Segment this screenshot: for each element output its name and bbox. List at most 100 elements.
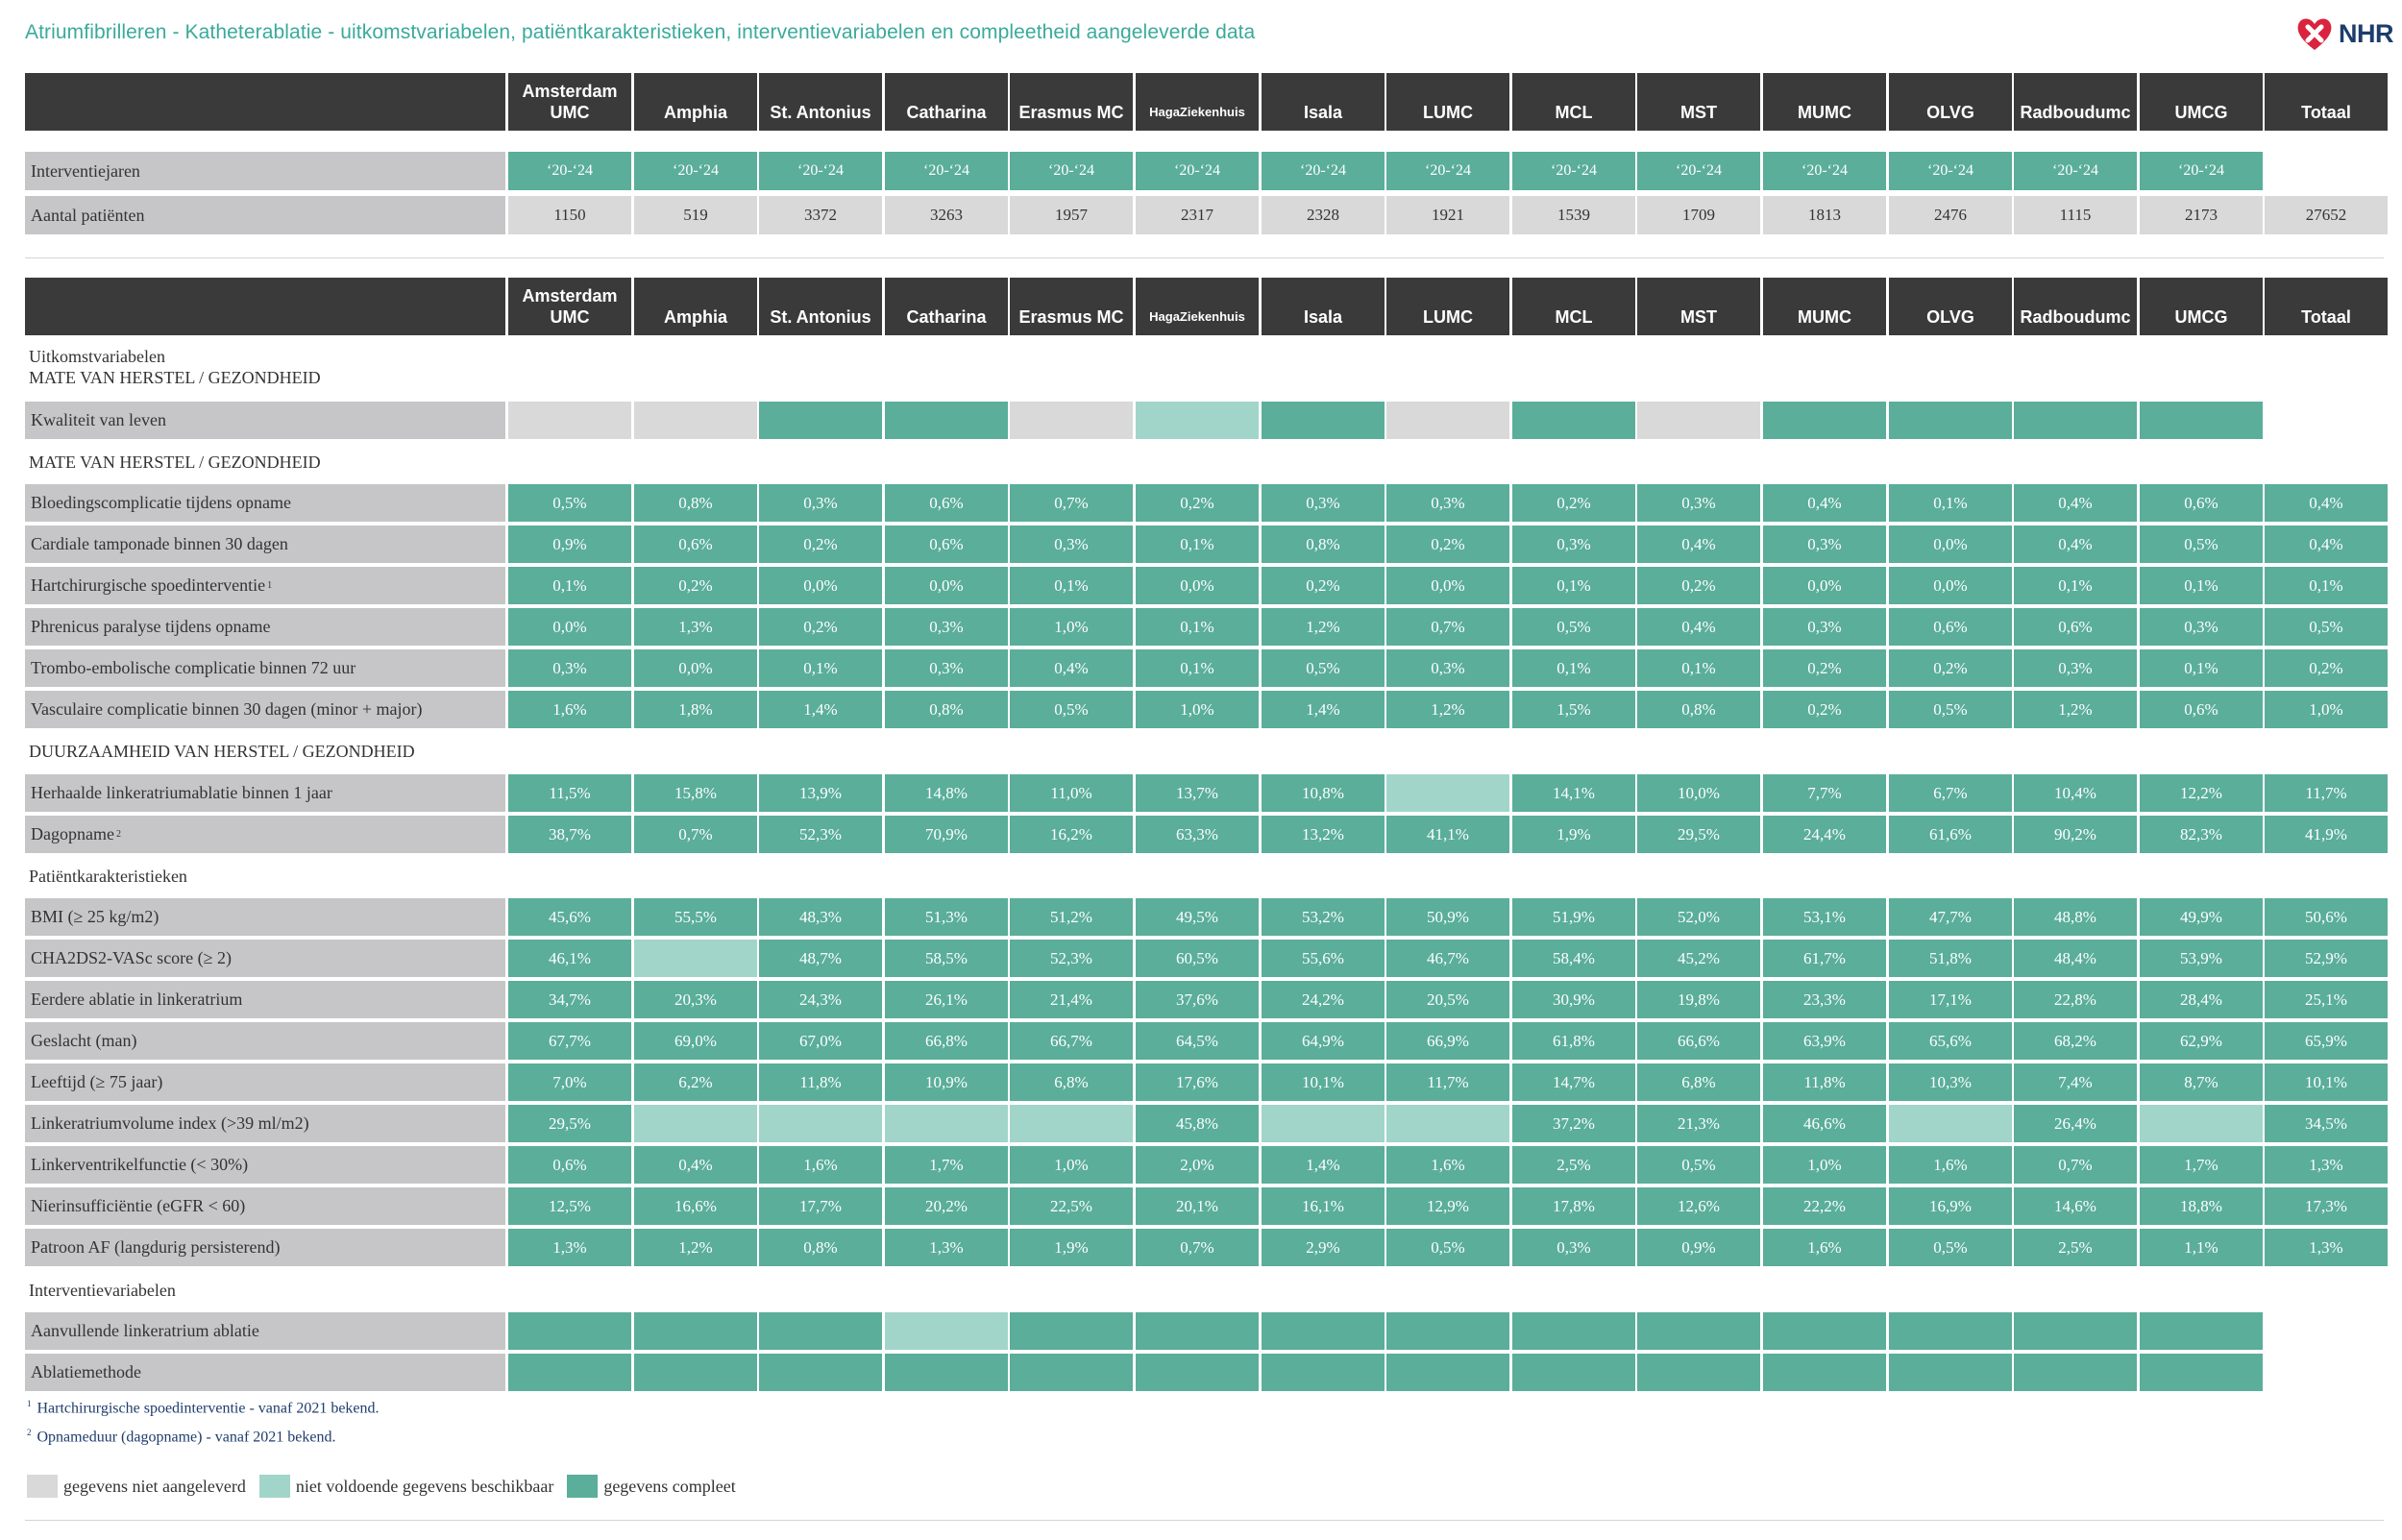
row-label: CHA2DS2-VASc score (≥ 2): [25, 940, 505, 977]
data-cell: 0,4%: [2014, 484, 2137, 522]
column-header: Isala: [1262, 73, 1385, 131]
column-header-line2: Isala: [1303, 103, 1343, 122]
row-label: Phrenicus paralyse tijdens opname: [25, 608, 505, 646]
data-cell: 0,7%: [634, 816, 757, 853]
section-title-outcome: Uitkomstvariabelen: [29, 347, 165, 366]
data-cell: 1,3%: [2265, 1146, 2388, 1184]
row-label: Aantal patiënten: [25, 196, 505, 234]
column-header-line2: OLVG: [1926, 307, 1974, 327]
data-cell: 0,6%: [508, 1146, 631, 1184]
row-label-text: Vasculaire complicatie binnen 30 dagen (…: [31, 699, 423, 719]
column-header-line2: UMC: [550, 103, 590, 122]
data-cell: 30,9%: [1512, 981, 1635, 1018]
data-cell: 0,7%: [1136, 1229, 1259, 1266]
data-cell: [1637, 402, 1760, 439]
column-header: Radboudumc: [2014, 73, 2137, 131]
data-cell: [1136, 1312, 1259, 1350]
data-cell: 0,8%: [885, 691, 1008, 728]
data-cell: 26,1%: [885, 981, 1008, 1018]
data-cell: 41,9%: [2265, 816, 2388, 853]
row-label: Herhaalde linkeratriumablatie binnen 1 j…: [25, 774, 505, 812]
row-label-text: Hartchirurgische spoedinterventie: [31, 575, 266, 595]
nhr-logo: NHR: [2294, 13, 2394, 56]
data-cell: ‘20-‘24: [2140, 152, 2263, 190]
data-cell: 1,6%: [1386, 1146, 1509, 1184]
data-cell: 48,4%: [2014, 940, 2137, 977]
data-cell: [1136, 402, 1259, 439]
data-cell: 63,9%: [1763, 1022, 1886, 1060]
data-cell: [1512, 1354, 1635, 1391]
column-header-line2: OLVG: [1926, 103, 1974, 122]
section-subtitle-recovery-2: MATE VAN HERSTEL / GEZONDHEID: [29, 452, 321, 472]
page-title: Atriumfibrilleren - Katheterablatie - ui…: [25, 21, 1256, 43]
data-cell: 0,6%: [634, 526, 757, 563]
data-cell: 1,3%: [508, 1229, 631, 1266]
data-cell: 11,8%: [759, 1063, 882, 1101]
data-cell: 20,2%: [885, 1187, 1008, 1225]
data-cell: 12,6%: [1637, 1187, 1760, 1225]
data-cell: 45,2%: [1637, 940, 1760, 977]
data-cell: 0,5%: [1010, 691, 1133, 728]
column-header: HagaZiekenhuis: [1136, 73, 1259, 131]
data-cell: 0,1%: [1889, 484, 2012, 522]
data-cell: 65,9%: [2265, 1022, 2388, 1060]
data-cell: 0,3%: [1512, 526, 1635, 563]
column-header: OLVG: [1889, 278, 2012, 335]
column-header-line2: St. Antonius: [770, 307, 871, 327]
data-cell: 53,9%: [2140, 940, 2263, 977]
data-cell: 41,1%: [1386, 816, 1509, 853]
row-label: Interventiejaren: [25, 152, 505, 190]
data-cell: ‘20-‘24: [1512, 152, 1635, 190]
data-cell: 11,8%: [1763, 1063, 1886, 1101]
data-cell: [508, 1312, 631, 1350]
data-cell: 0,4%: [2265, 484, 2388, 522]
data-cell: [634, 1105, 757, 1142]
column-header: UMCG: [2140, 73, 2263, 131]
column-header: Amsterdam UMC: [508, 278, 631, 335]
data-cell: ‘20-‘24: [759, 152, 882, 190]
data-cell: 1150: [508, 196, 631, 234]
data-cell: 1813: [1763, 196, 1886, 234]
column-header-line2: MCL: [1555, 307, 1593, 327]
row-label-text: Bloedingscomplicatie tijdens opname: [31, 493, 291, 512]
data-cell: 0,2%: [1386, 526, 1509, 563]
data-cell: 0,5%: [2265, 608, 2388, 646]
column-header: MUMC: [1763, 278, 1886, 335]
row-label: Linkeratriumvolume index (>39 ml/m2): [25, 1105, 505, 1142]
data-cell: 0,5%: [1386, 1229, 1509, 1266]
data-cell: 6,2%: [634, 1063, 757, 1101]
data-cell: 34,7%: [508, 981, 631, 1018]
data-cell: ‘20-‘24: [1763, 152, 1886, 190]
data-cell: 55,6%: [1262, 940, 1385, 977]
data-cell: [759, 402, 882, 439]
data-cell: 1,4%: [759, 691, 882, 728]
data-cell: 51,9%: [1512, 898, 1635, 936]
data-cell: [1637, 1354, 1760, 1391]
data-cell: [508, 402, 631, 439]
data-cell: 0,0%: [1889, 526, 2012, 563]
data-cell: [1386, 402, 1509, 439]
data-cell: 1,2%: [1386, 691, 1509, 728]
data-cell: 67,0%: [759, 1022, 882, 1060]
data-cell: 1,2%: [1262, 608, 1385, 646]
data-cell: ‘20-‘24: [2014, 152, 2137, 190]
column-header-line2: UMCG: [2174, 307, 2228, 327]
data-cell: 0,4%: [2014, 526, 2137, 563]
data-cell: 0,7%: [1386, 608, 1509, 646]
column-header: Totaal: [2265, 73, 2388, 131]
row-label: Aanvullende linkeratrium ablatie: [25, 1312, 505, 1350]
row-label: Dagopname 2: [25, 816, 505, 853]
section-subtitle-recovery: MATE VAN HERSTEL / GEZONDHEID: [29, 368, 321, 387]
data-cell: 45,6%: [508, 898, 631, 936]
data-cell: 15,8%: [634, 774, 757, 812]
data-cell: 1,6%: [508, 691, 631, 728]
data-cell: 51,8%: [1889, 940, 2012, 977]
data-cell: 1,0%: [1763, 1146, 1886, 1184]
data-cell: 0,2%: [1763, 691, 1886, 728]
data-cell: [1136, 1354, 1259, 1391]
row-label-text: Nierinsufficiëntie (eGFR < 60): [31, 1196, 246, 1215]
data-cell: 10,1%: [2265, 1063, 2388, 1101]
data-cell: 2,5%: [2014, 1229, 2137, 1266]
legend-label: gegevens compleet: [603, 1476, 736, 1496]
data-cell: 16,6%: [634, 1187, 757, 1225]
